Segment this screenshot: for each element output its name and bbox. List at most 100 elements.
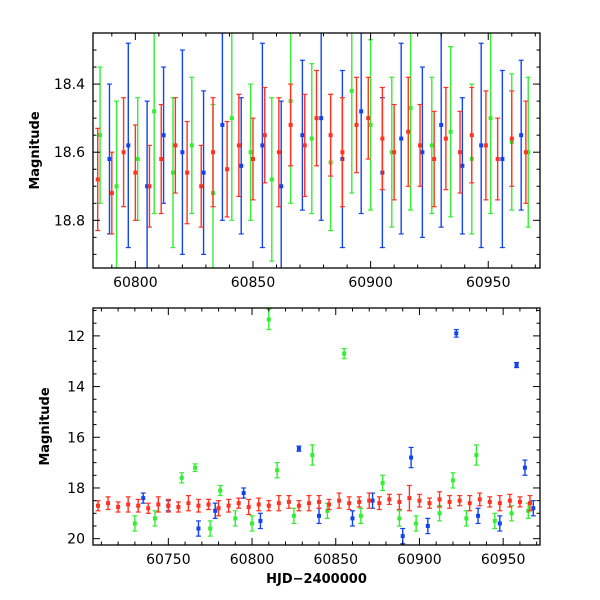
bottom-blue-marker — [370, 498, 375, 503]
top-x-tick-label: 60800 — [113, 275, 158, 291]
top-blue-data-point — [299, 59, 305, 211]
bottom-red-marker — [226, 503, 231, 508]
bottom-green-data-point — [492, 512, 498, 530]
top-green-data-point — [309, 63, 315, 215]
bottom-red-marker — [286, 499, 291, 504]
top-blue-data-point — [219, 33, 225, 221]
bottom-blue-data-point — [212, 502, 218, 519]
top-red-data-point — [353, 76, 359, 174]
top-red-marker — [276, 150, 281, 155]
top-blue-marker — [500, 157, 505, 162]
bottom-red-data-point — [296, 500, 302, 512]
bottom-blue-data-point — [140, 492, 146, 504]
top-green-data-point — [349, 33, 355, 194]
top-red-marker — [483, 143, 488, 148]
bottom-red-marker — [276, 501, 281, 506]
bottom-blue-marker — [531, 506, 536, 511]
bottom-green-marker — [509, 511, 514, 516]
bottom-blue-marker — [476, 513, 481, 518]
top-panel-frame — [92, 32, 541, 269]
top-green-marker — [98, 133, 103, 138]
bottom-x-tick-label: 60900 — [397, 552, 442, 568]
top-green-data-point — [408, 33, 414, 211]
bottom-red-marker — [246, 504, 251, 509]
top-red-data-point — [509, 90, 515, 187]
bottom-red-marker — [487, 499, 492, 504]
top-blue-data-point — [499, 69, 505, 249]
bottom-blue-marker — [409, 455, 414, 460]
bottom-green-data-point — [152, 510, 158, 527]
top-red-marker — [109, 191, 114, 196]
top-green-marker — [152, 109, 157, 114]
bottom-blue-data-point — [241, 487, 247, 499]
bottom-green-marker — [492, 518, 497, 523]
bottom-red-data-point — [125, 496, 131, 513]
bottom-green-marker — [342, 351, 347, 356]
top-panel-ticks: 60800 60850 60900 60950 18.4 18.6 18.8 — [54, 32, 540, 291]
top-red-marker — [133, 170, 138, 175]
top-blue-data-point — [318, 33, 324, 221]
bottom-red-marker — [457, 498, 462, 503]
top-red-data-point — [184, 120, 190, 225]
top-blue-marker — [201, 170, 206, 175]
top-green-marker — [229, 116, 234, 121]
bottom-red-data-point — [437, 491, 443, 508]
bottom-green-marker — [474, 453, 479, 458]
bottom-green-marker — [325, 508, 330, 513]
top-red-data-point — [262, 86, 268, 184]
top-red-data-point — [523, 100, 529, 204]
top-green-data-point — [114, 100, 120, 268]
bottom-blue-marker — [196, 526, 201, 531]
bottom-red-data-point — [236, 497, 242, 509]
bottom-red-data-point — [175, 501, 181, 513]
top-blue-data-point — [518, 59, 524, 211]
top-green-marker — [135, 157, 140, 162]
bottom-red-marker — [527, 501, 532, 506]
top-panel: 60800 60850 60900 60950 18.4 18.6 18.8 Magnitu… — [28, 32, 541, 291]
bottom-y-tick-label: 18 — [67, 481, 85, 497]
bottom-red-data-point — [507, 493, 513, 508]
top-green-marker — [389, 150, 394, 155]
bottom-red-marker — [507, 498, 512, 503]
top-y-tick-label: 18.4 — [54, 77, 85, 93]
bottom-green-marker — [218, 488, 223, 493]
top-red-marker — [392, 150, 397, 155]
bottom-green-data-point — [249, 515, 255, 532]
top-green-data-point — [151, 33, 157, 215]
top-blue-marker — [300, 133, 305, 138]
top-red-data-point — [250, 117, 256, 201]
top-green-data-point — [488, 33, 494, 215]
top-blue-marker — [439, 122, 444, 127]
bottom-blue-data-point — [530, 500, 536, 517]
top-red-marker — [159, 157, 164, 162]
top-red-marker — [443, 136, 448, 141]
top-red-marker — [185, 170, 190, 175]
bottom-red-data-point — [447, 494, 453, 509]
top-blue-data-point — [125, 42, 131, 249]
bottom-red-data-point — [226, 498, 232, 513]
bottom-green-data-point — [291, 507, 297, 525]
bottom-red-data-point — [316, 494, 322, 509]
top-y-tick-label: 18.8 — [54, 213, 85, 229]
bottom-red-data-point — [185, 494, 191, 512]
bottom-green-data-point — [207, 520, 213, 537]
bottom-red-data-point — [376, 496, 382, 511]
bottom-green-marker — [233, 516, 238, 521]
bottom-red-data-point — [386, 493, 392, 506]
bottom-red-data-point — [286, 494, 292, 509]
bottom-y-tick-label: 16 — [67, 430, 85, 446]
bottom-red-marker — [477, 497, 482, 502]
top-blue-marker — [399, 136, 404, 141]
top-red-data-point — [210, 97, 216, 208]
bottom-red-data-point — [206, 498, 212, 511]
top-red-data-point — [146, 144, 152, 228]
bottom-green-marker — [193, 465, 198, 470]
bottom-red-marker — [467, 501, 472, 506]
bottom-panel-frame — [92, 307, 541, 546]
top-red-data-point — [288, 83, 294, 167]
bottom-blue-marker — [258, 518, 263, 523]
bottom-green-data-point — [132, 515, 138, 532]
bottom-red-data-point — [527, 494, 533, 512]
bottom-blue-marker — [350, 516, 355, 521]
